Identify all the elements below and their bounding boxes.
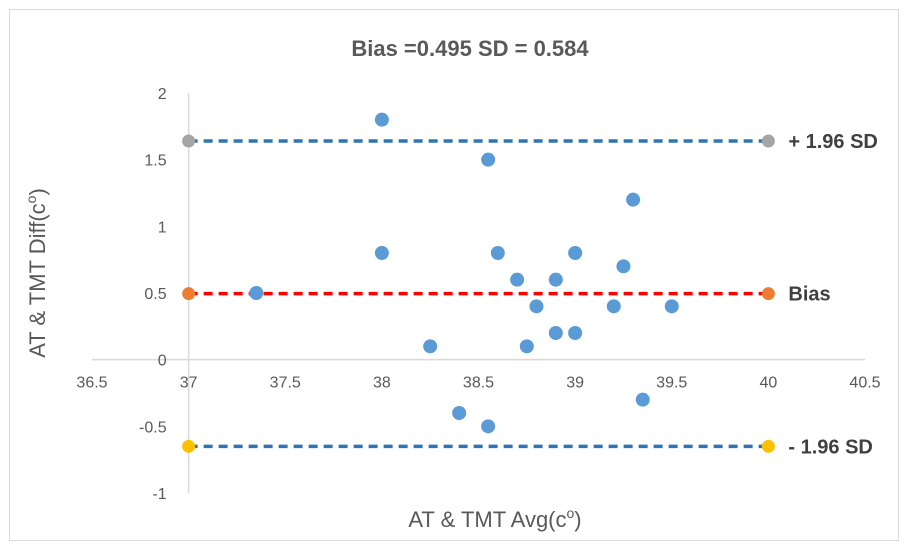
x-tick-label: 37 xyxy=(180,375,198,392)
y-tick-label: -1 xyxy=(152,486,166,503)
data-point xyxy=(548,326,563,340)
data-point xyxy=(519,339,534,354)
y-tick-label: 1 xyxy=(158,219,167,236)
y-tick-label: 0.5 xyxy=(144,286,166,303)
chart-title: Bias =0.495 SD = 0.584 xyxy=(351,36,589,61)
y-tick-label: -0.5 xyxy=(139,419,167,436)
reference-marker-end xyxy=(761,287,775,301)
data-point xyxy=(568,326,583,340)
data-point xyxy=(568,246,583,260)
reference-marker-start xyxy=(182,439,196,453)
axes: 36.5 37 37.5 38 38.5 39 39.5 40 40.5 -1 -0.5 0 0.5 1 1… xyxy=(76,86,880,503)
data-point xyxy=(490,246,505,260)
data-points xyxy=(249,112,679,434)
data-point xyxy=(374,246,389,260)
x-tick-label: 38 xyxy=(373,375,391,392)
data-point xyxy=(452,406,467,420)
data-point xyxy=(529,299,544,314)
x-tick-label: 40 xyxy=(759,375,777,392)
reference-marker-start xyxy=(182,134,196,148)
x-tick-label: 39.5 xyxy=(656,375,687,392)
data-point xyxy=(548,272,563,287)
reference-marker-end xyxy=(761,134,775,148)
data-point xyxy=(606,299,621,314)
data-point xyxy=(374,112,389,127)
data-point xyxy=(481,152,496,167)
y-tick-label: 1.5 xyxy=(144,153,166,170)
y-axis-title: AT & TMT Diff(co) xyxy=(23,188,50,358)
x-tick-label: 37.5 xyxy=(270,375,301,392)
x-tick-label: 39 xyxy=(566,375,584,392)
reference-line-label: - 1.96 SD xyxy=(788,436,872,458)
data-point xyxy=(664,299,679,314)
chart-frame xyxy=(9,9,899,541)
reference-line-label: Bias xyxy=(788,284,830,306)
reference-marker-end xyxy=(761,439,775,453)
x-tick-label: 40.5 xyxy=(849,375,880,392)
data-point xyxy=(616,259,631,274)
data-point xyxy=(481,419,496,434)
data-point xyxy=(510,272,525,287)
y-tick-label: 2 xyxy=(158,86,167,103)
data-point xyxy=(635,392,650,407)
reference-marker-start xyxy=(182,287,196,301)
y-tick-label: 0 xyxy=(158,353,167,370)
data-point xyxy=(249,286,264,300)
reference-lines: + 1.96 SD Bias - 1.96 SD xyxy=(182,131,878,458)
data-point xyxy=(626,192,641,207)
data-point xyxy=(423,339,438,354)
x-axis-title: AT & TMT Avg(co) xyxy=(408,505,581,532)
x-tick-label: 38.5 xyxy=(463,375,494,392)
x-tick-label: 36.5 xyxy=(76,375,107,392)
reference-line-label: + 1.96 SD xyxy=(788,131,878,153)
